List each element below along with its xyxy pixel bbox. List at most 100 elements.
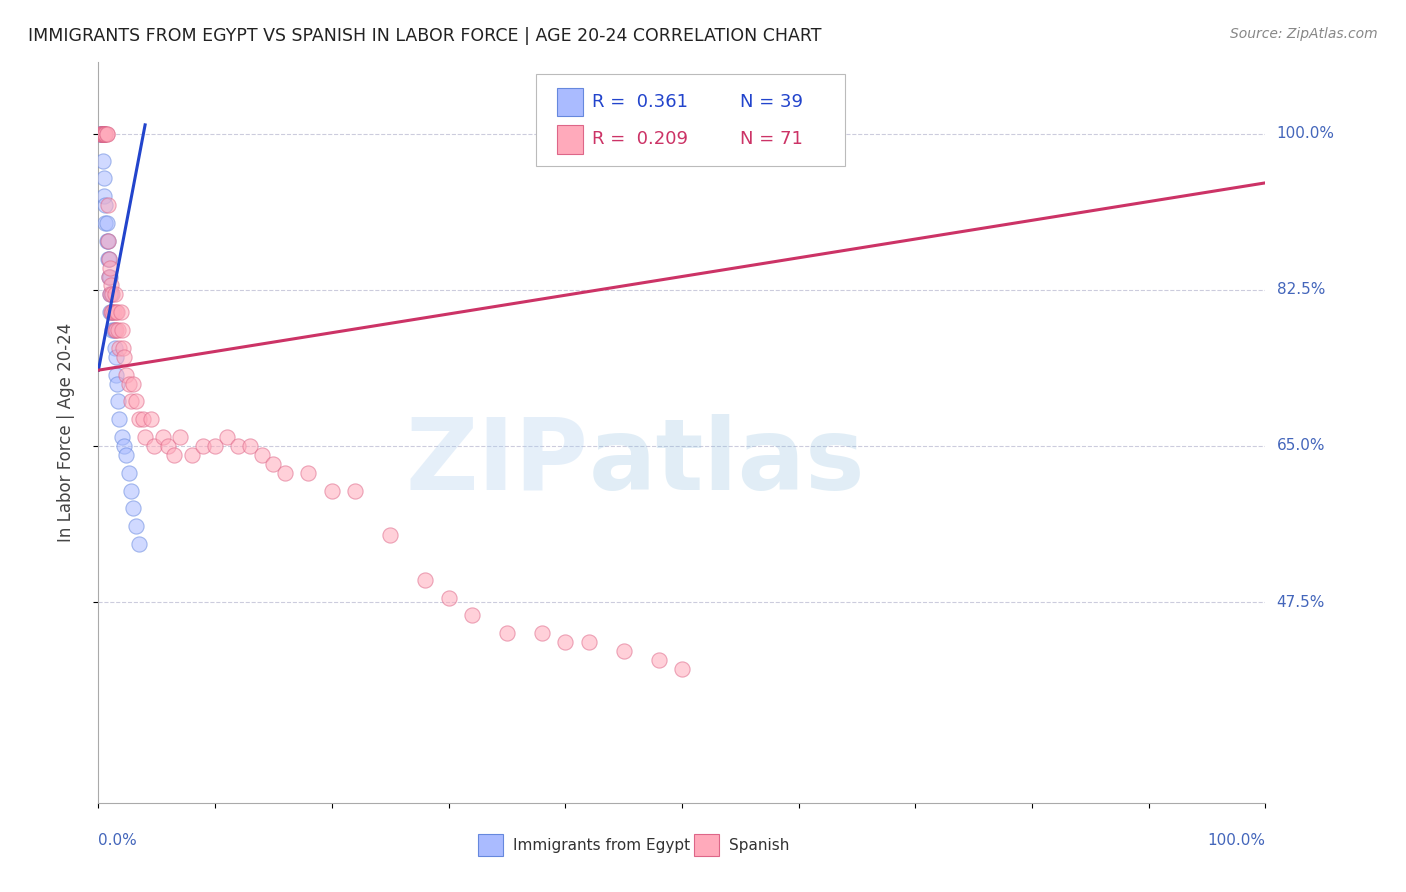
Point — [98, 305, 121, 319]
Point — [110, 305, 132, 319]
Text: 0.0%: 0.0% — [98, 833, 138, 848]
Point — [94, 127, 117, 141]
Point — [120, 483, 142, 498]
Point — [105, 305, 128, 319]
Point — [104, 341, 127, 355]
Point — [89, 127, 111, 141]
Point — [104, 323, 127, 337]
Point — [91, 127, 114, 141]
Point — [578, 635, 600, 649]
Point — [96, 216, 118, 230]
Point — [107, 394, 129, 409]
Point — [204, 439, 226, 453]
Point — [104, 368, 127, 382]
Point — [111, 430, 134, 444]
Text: 47.5%: 47.5% — [1277, 595, 1324, 609]
Point — [437, 591, 460, 605]
Point — [193, 439, 215, 453]
Point — [98, 260, 121, 275]
Point — [139, 412, 162, 426]
Point — [125, 394, 148, 409]
Point — [250, 448, 273, 462]
Point — [94, 127, 117, 141]
Point — [107, 323, 129, 337]
Point — [120, 394, 142, 409]
Point — [97, 234, 120, 248]
Point — [344, 483, 367, 498]
Point — [104, 287, 127, 301]
Point — [97, 234, 120, 248]
Point — [118, 466, 141, 480]
Point — [321, 483, 343, 498]
Point — [93, 189, 115, 203]
Point — [647, 653, 669, 667]
Point — [274, 466, 297, 480]
Point — [115, 368, 138, 382]
Point — [97, 198, 120, 212]
Point — [98, 287, 121, 301]
Point — [554, 635, 576, 649]
Point — [97, 252, 120, 266]
Point — [413, 573, 436, 587]
Point — [100, 278, 122, 293]
Point — [143, 439, 166, 453]
Point — [90, 127, 112, 141]
Point — [97, 269, 120, 284]
Text: Source: ZipAtlas.com: Source: ZipAtlas.com — [1230, 27, 1378, 41]
Point — [128, 537, 150, 551]
Point — [91, 127, 114, 141]
Point — [461, 608, 484, 623]
Text: Immigrants from Egypt: Immigrants from Egypt — [513, 838, 690, 853]
Point — [93, 171, 115, 186]
Text: IMMIGRANTS FROM EGYPT VS SPANISH IN LABOR FORCE | AGE 20-24 CORRELATION CHART: IMMIGRANTS FROM EGYPT VS SPANISH IN LABO… — [28, 27, 821, 45]
Text: Spanish: Spanish — [728, 838, 789, 853]
Point — [91, 127, 114, 141]
Point — [96, 127, 118, 141]
Point — [112, 439, 135, 453]
Point — [90, 127, 112, 141]
Point — [180, 448, 202, 462]
Point — [103, 305, 125, 319]
Point — [93, 127, 115, 141]
Point — [97, 252, 120, 266]
Point — [108, 412, 131, 426]
Point — [134, 430, 156, 444]
Point — [96, 234, 118, 248]
Text: R =  0.361: R = 0.361 — [592, 93, 688, 111]
Point — [118, 376, 141, 391]
Point — [96, 127, 118, 141]
Point — [157, 439, 180, 453]
Point — [115, 448, 138, 462]
Point — [152, 430, 174, 444]
Text: 65.0%: 65.0% — [1277, 439, 1324, 453]
Point — [90, 127, 112, 141]
Point — [93, 127, 115, 141]
Bar — [557, 126, 582, 153]
Bar — [557, 88, 582, 117]
Y-axis label: In Labor Force | Age 20-24: In Labor Force | Age 20-24 — [56, 323, 75, 542]
Point — [101, 287, 124, 301]
Text: N = 71: N = 71 — [741, 129, 803, 148]
Point — [111, 323, 134, 337]
Text: N = 39: N = 39 — [741, 93, 803, 111]
Point — [98, 269, 121, 284]
Point — [101, 323, 124, 337]
Point — [125, 519, 148, 533]
Point — [169, 430, 191, 444]
Point — [91, 153, 114, 168]
Text: 100.0%: 100.0% — [1277, 127, 1334, 141]
Point — [90, 127, 112, 141]
Point — [239, 439, 262, 453]
Point — [122, 376, 145, 391]
Point — [530, 626, 553, 640]
Point — [122, 501, 145, 516]
Point — [93, 127, 115, 141]
Point — [101, 305, 124, 319]
Point — [90, 127, 112, 141]
Point — [100, 287, 122, 301]
Point — [89, 127, 111, 141]
Point — [90, 127, 112, 141]
Point — [163, 448, 186, 462]
Point — [100, 305, 122, 319]
Point — [111, 341, 134, 355]
